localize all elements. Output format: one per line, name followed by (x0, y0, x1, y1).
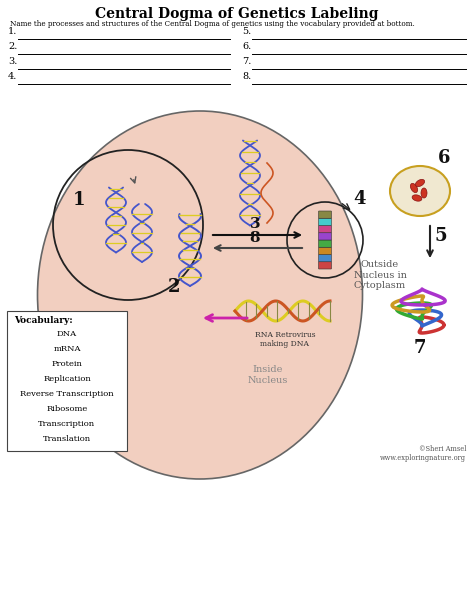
Text: Outside
Nucleus in
Cytoplasm: Outside Nucleus in Cytoplasm (354, 260, 406, 290)
Text: 5: 5 (435, 227, 447, 245)
Text: DNA: DNA (57, 330, 77, 338)
FancyBboxPatch shape (319, 254, 331, 262)
FancyBboxPatch shape (319, 218, 331, 226)
Text: 7.: 7. (242, 57, 251, 66)
FancyBboxPatch shape (319, 262, 331, 269)
Text: Reverse Transcription: Reverse Transcription (20, 390, 114, 398)
Ellipse shape (390, 166, 450, 216)
Text: 6.: 6. (242, 42, 251, 51)
Text: 4: 4 (353, 190, 365, 208)
Text: Vocabulary:: Vocabulary: (14, 316, 73, 325)
Text: 3: 3 (250, 217, 260, 231)
Text: Protein: Protein (52, 360, 82, 368)
Text: 1.: 1. (8, 27, 18, 36)
FancyBboxPatch shape (319, 233, 331, 240)
Text: 7: 7 (414, 339, 427, 357)
Text: 2.: 2. (8, 42, 18, 51)
Text: Central Dogma of Genetics Labeling: Central Dogma of Genetics Labeling (95, 7, 379, 21)
Text: Translation: Translation (43, 435, 91, 443)
Text: Transcription: Transcription (38, 420, 96, 428)
Text: Name the processes and structures of the Central Dogma of genetics using the voc: Name the processes and structures of the… (10, 20, 415, 28)
Ellipse shape (410, 183, 418, 192)
Text: 2: 2 (168, 278, 181, 296)
FancyBboxPatch shape (319, 240, 331, 247)
FancyBboxPatch shape (7, 311, 127, 451)
Text: 6: 6 (438, 149, 450, 167)
Text: 5.: 5. (242, 27, 251, 36)
Ellipse shape (421, 188, 427, 198)
Text: Ribosome: Ribosome (46, 405, 88, 413)
Text: mRNA: mRNA (53, 345, 81, 353)
Text: Replication: Replication (43, 375, 91, 383)
Text: 4.: 4. (8, 72, 18, 81)
Text: Inside
Nucleus: Inside Nucleus (248, 365, 288, 385)
Text: 1: 1 (73, 191, 85, 209)
Ellipse shape (37, 111, 363, 479)
Text: 3.: 3. (8, 57, 18, 66)
Text: ©Sheri Amsel
www.exploringnature.org: ©Sheri Amsel www.exploringnature.org (380, 445, 466, 462)
Text: 8.: 8. (242, 72, 251, 81)
Ellipse shape (415, 180, 425, 186)
Ellipse shape (412, 195, 422, 201)
FancyBboxPatch shape (319, 226, 331, 233)
Text: RNA Retrovirus
making DNA: RNA Retrovirus making DNA (255, 331, 315, 348)
Text: 8: 8 (250, 231, 260, 245)
FancyBboxPatch shape (319, 247, 331, 254)
FancyBboxPatch shape (319, 211, 331, 218)
